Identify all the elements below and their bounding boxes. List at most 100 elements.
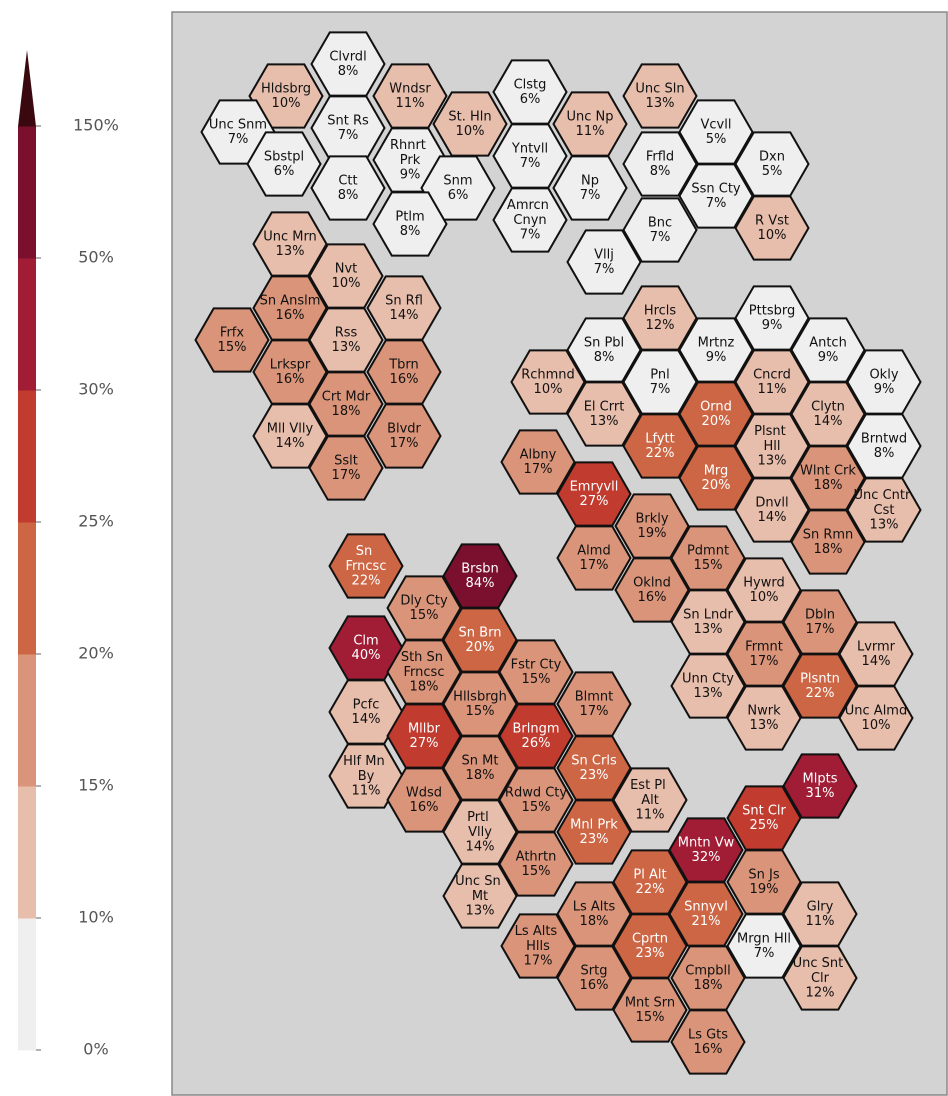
tile-name: Okly [869, 367, 898, 382]
hex-tile [328, 533, 404, 599]
tile-name: Antch [809, 335, 847, 350]
tile-value: 9% [762, 318, 783, 333]
tile-name: Ls Alts [573, 899, 616, 914]
tile-value: 22% [646, 446, 675, 461]
tile-name: St. Hln [448, 109, 491, 124]
tile-name: Unc Cntr Cst [854, 488, 915, 518]
tile-value: 22% [352, 574, 381, 589]
tile-name: Plsnt Hll [754, 424, 790, 454]
tile-value: 11% [758, 382, 787, 397]
tile-value: 7% [520, 156, 541, 171]
tile-value: 18% [410, 680, 439, 695]
tile-name: Sn Pbl [584, 335, 624, 350]
tile-name: Frfld [646, 149, 674, 164]
colorbar-bin [18, 126, 36, 259]
tile-value: 10% [862, 718, 891, 733]
tile-value: 17% [580, 704, 609, 719]
tile-name: Sn Frncsc [346, 544, 387, 574]
tile-value: 13% [758, 454, 787, 469]
tile-name: Brlngm [512, 721, 559, 736]
tile-value: 5% [762, 164, 783, 179]
tile-value: 15% [218, 340, 247, 355]
tile-value: 17% [524, 954, 553, 969]
hex-tile [510, 349, 586, 415]
tile-name: Dxn [759, 149, 785, 164]
hex-tile [612, 767, 688, 833]
tile-name: Nvt [335, 261, 358, 276]
hex-tile [622, 131, 698, 197]
tile-value: 17% [806, 622, 835, 637]
hex-tile [782, 653, 858, 719]
hex-tile [612, 977, 688, 1043]
tile-name: Snt Clr [742, 803, 786, 818]
tile-name: Clvrdl [329, 49, 366, 64]
hex-tile [552, 155, 628, 221]
tile-name: Brkly [635, 511, 668, 526]
tile-value: 23% [580, 832, 609, 847]
tile-name: Sn Mt [462, 753, 499, 768]
hex-tile [556, 945, 632, 1011]
tile-name: Pdmnt [687, 543, 729, 558]
hex-tile [670, 653, 746, 719]
tile-value: 7% [706, 196, 727, 211]
hex-tile [386, 767, 462, 833]
hex-tile [492, 187, 568, 253]
tile-name: Wndsr [389, 81, 431, 96]
tile-value: 17% [580, 558, 609, 573]
tile-name: Hlf Mn By [343, 754, 389, 784]
colorbar-tick-label: 50% [78, 248, 114, 267]
tile-value: 18% [332, 404, 361, 419]
tile-value: 14% [276, 436, 305, 451]
tile-name: Est Pl Alt [630, 778, 670, 808]
tile-name: Sbstpl [264, 149, 304, 164]
tile-name: Unc Sln [635, 81, 684, 96]
tile-name: Mrtnz [698, 335, 735, 350]
tile-value: 16% [410, 800, 439, 815]
tile-value: 15% [522, 800, 551, 815]
colorbar-bin [18, 654, 36, 787]
tile-value: 23% [636, 946, 665, 961]
hex-tile [498, 831, 574, 897]
tile-value: 16% [276, 308, 305, 323]
tile-name: Bnc [648, 215, 672, 230]
tile-value: 14% [352, 712, 381, 727]
tile-name: Unc Snm [209, 117, 267, 132]
tile-value: 8% [650, 164, 671, 179]
colorbar-bin [18, 786, 36, 919]
tile-value: 32% [692, 850, 721, 865]
tile-name: Sn Rfl [385, 293, 423, 308]
tile-value: 31% [806, 786, 835, 801]
tile-value: 7% [520, 228, 541, 243]
hex-tile [622, 413, 698, 479]
tile-name: Dly Cty [400, 593, 448, 608]
tile-value: 13% [870, 518, 899, 533]
tile-name: Rdwd Cty [505, 785, 567, 800]
tile-name: Rss [335, 325, 358, 340]
tile-name: Amrcn Cnyn [507, 198, 553, 228]
hex-tile [252, 403, 328, 469]
tile-value: 13% [750, 718, 779, 733]
hex-tile [246, 131, 322, 197]
hex-tile [328, 743, 404, 809]
colorbar-tick-label: 15% [78, 776, 114, 795]
tile-value: 15% [466, 704, 495, 719]
tile-value: 18% [466, 768, 495, 783]
tile-value: 17% [390, 436, 419, 451]
tile-value: 9% [400, 168, 421, 183]
tile-name: Clytn [811, 399, 845, 414]
tile-name: Cncrd [753, 367, 791, 382]
colorbar-bin [18, 918, 36, 1051]
tile-name: Vcvll [701, 117, 732, 132]
tile-name: Sn Anslm [260, 293, 321, 308]
hex-tile [500, 913, 576, 979]
colorbar-bin [18, 522, 36, 655]
tile-name: Mnt Srn [625, 995, 675, 1010]
tile-name: Srtg [581, 963, 608, 978]
tile-value: 6% [274, 164, 295, 179]
tile-name: Sn Brn [459, 625, 502, 640]
tile-name: Mrg [704, 463, 729, 478]
tile-value: 84% [466, 576, 495, 591]
tile-name: Unc Sn Mt [455, 874, 505, 904]
tile-name: Sslt [334, 453, 358, 468]
